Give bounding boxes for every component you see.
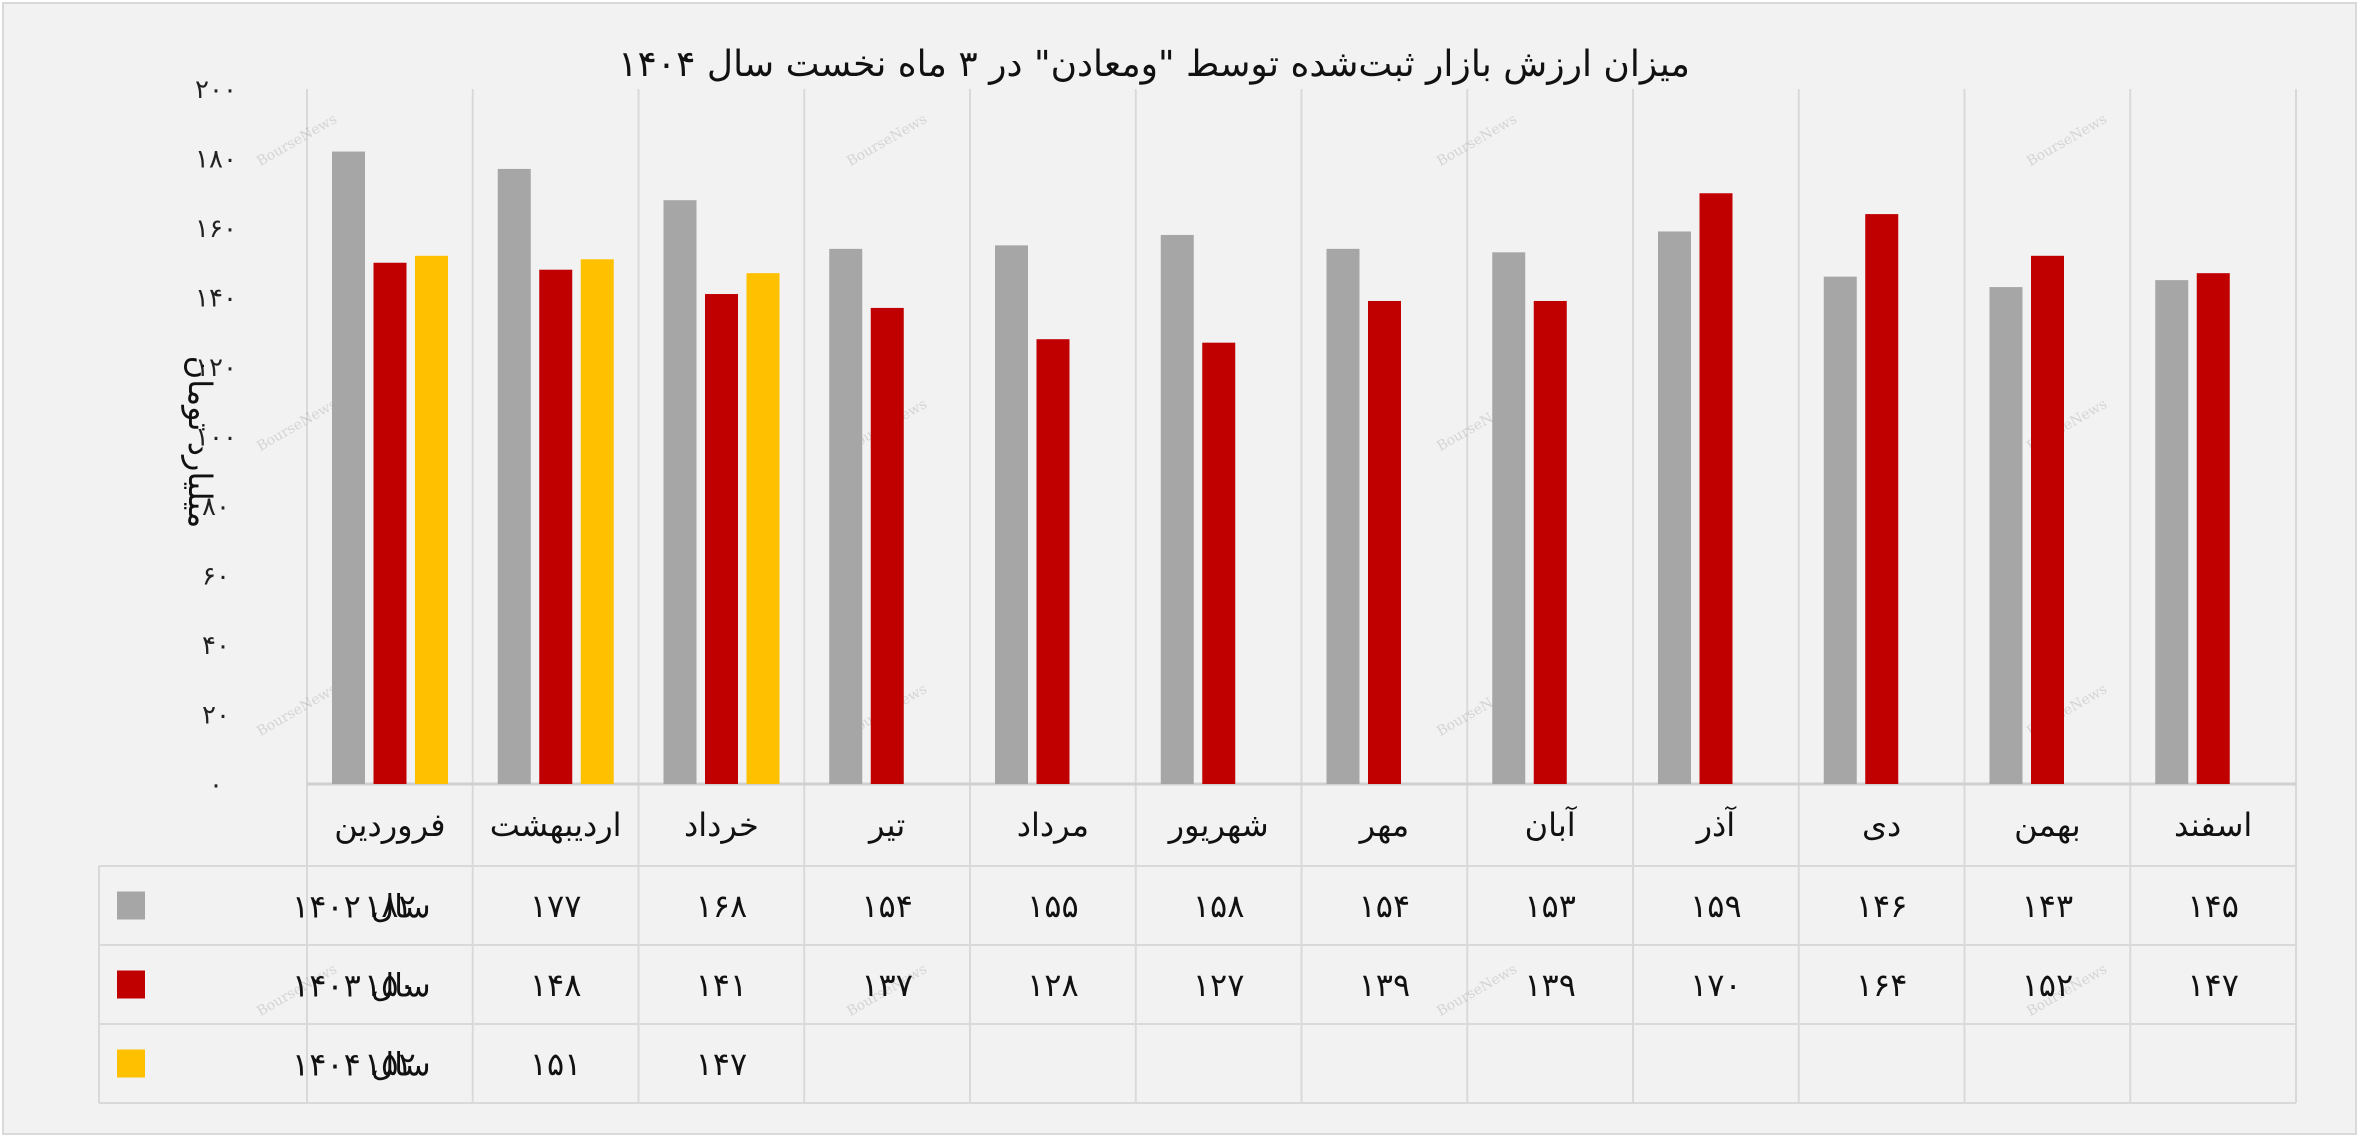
table-cell-value: ۱۵۸ [1193,887,1245,925]
table-cell-value: ۱۴۱ [696,966,748,1004]
y-tick-label: ۱۰۰ [195,423,237,453]
y-axis: ۰ ۲۰ ۴۰ ۶۰ ۸۰ ۱۰۰ ۱۲۰ ۱۴۰ ۱۶۰ ۱۸۰ ۲۰۰ [195,75,237,800]
legend-label: سال ۱۴۰۴ [292,1046,431,1084]
table-cell-value: ۱۵۲ [2022,966,2074,1004]
table-cell-value: ۱۶۸ [696,887,748,925]
bar-series-1-3 [663,200,697,784]
table-cell-value: ۱۵۴ [1359,887,1411,925]
bar-series-2-2 [539,269,573,784]
x-category-label: فروردین [334,806,445,844]
x-category-label: تیر [867,806,905,844]
bar-series-2-11 [2031,255,2064,785]
bar-series-1-4 [829,248,863,785]
bar-series-2-4 [870,307,904,784]
watermark: BourseNews [254,396,340,455]
table-cell-value: ۱۵۵ [1027,887,1079,925]
y-tick-label: ۶۰ [202,562,230,592]
watermark: BourseNews [2024,111,2110,170]
table-cell-value: ۱۶۴ [1856,966,1908,1004]
table-cell-value: ۱۴۸ [530,966,582,1004]
bar-series-2-6 [1202,342,1236,784]
watermark: BourseNews [1434,111,1520,170]
table-cell-value: ۱۴۷ [696,1045,748,1083]
data-table: فروردین ۱۸۲ ۱۵۰ ۱۵۲ اردیبهشت ۱۷۷ ۱۴۸ ۱۵۱ خرداد ۱۶… [117,805,2252,1084]
table-cell-value: ۱۲۷ [1193,966,1245,1004]
legend-label: سال ۱۴۰۳ [292,967,431,1005]
table-cell-value: ۱۳۹ [1524,966,1576,1004]
table-cell-value: ۱۴۶ [1856,887,1908,925]
x-category-label: شهریور [1167,806,1269,844]
bar-series-2-3 [705,294,738,784]
bar-series-2-10 [1865,214,1899,785]
table-cell-value: ۱۳۹ [1359,966,1411,1004]
y-axis-label: میلیارد تومان [181,356,219,529]
y-tick-label: ۲۰۰ [195,75,237,105]
legend-swatch [117,970,145,999]
bar-series-1-1 [332,151,365,785]
watermark: BourseNews [844,111,930,170]
gridlines [98,89,2297,1104]
table-cell-value: ۱۵۴ [861,887,913,925]
y-tick-label: ۴۰ [202,631,230,661]
bar-series-2-1 [373,262,407,784]
y-tick-label: ۱۸۰ [195,145,237,175]
bar-series-3-1 [415,255,448,785]
bar-series-1-11 [1989,287,2023,784]
table-cell-value: ۱۸۲ [364,887,416,925]
x-category-label: اردیبهشت [490,806,622,844]
watermark: BourseNews [254,681,340,740]
bar-series-2-8 [1533,300,1567,784]
table-cell-value: ۱۴۵ [2187,887,2239,925]
y-tick-label: ۱۶۰ [195,214,237,244]
bar-series-1-6 [1160,234,1194,784]
bar-chart: BourseNews BourseNews BourseNews BourseNews… [98,44,2297,1104]
table-cell-value: ۱۷۰ [1690,966,1742,1004]
x-category-label: آبان [1525,805,1578,844]
table-cell-value: ۱۴۳ [2022,887,2074,925]
table-cell-value: ۱۵۰ [364,966,416,1004]
bar-series-1-7 [1326,248,1360,785]
table-cell-value: ۱۳۷ [861,966,913,1004]
x-category-label: دی [1862,806,1901,844]
bar-series-1-9 [1658,231,1691,785]
y-tick-label: ۰ [209,770,223,800]
bars [332,151,2230,785]
bar-series-2-7 [1368,300,1401,784]
x-category-label: خرداد [684,806,759,844]
x-category-label: مهر [1358,806,1410,844]
legend-swatch [117,891,145,920]
bar-series-1-2 [497,168,531,785]
table-cell-value: ۱۴۷ [2187,966,2239,1004]
bar-series-3-3 [746,273,780,784]
table-cell-value: ۱۷۷ [530,887,582,925]
chart-title: میزان ارزش بازار ثبت‌شده توسط "ومعادن" د… [618,44,1690,85]
bar-series-2-12 [2196,273,2230,784]
y-tick-label: ۸۰ [202,492,230,522]
watermark: BourseNews [1434,961,1520,1020]
table-cell-value: ۱۵۲ [364,1045,416,1083]
table-cell-value: ۱۲۸ [1027,966,1079,1004]
watermark: BourseNews [254,111,340,170]
bar-series-2-9 [1699,193,1733,784]
x-category-label: اسفند [2174,806,2252,844]
y-tick-label: ۱۴۰ [195,284,237,314]
table-cell-value: ۱۵۱ [530,1045,582,1083]
table-cell-value: ۱۵۹ [1690,887,1742,925]
bar-series-1-12 [2155,280,2189,784]
x-category-label: بهمن [2014,806,2081,844]
bar-series-2-5 [1036,339,1070,784]
bar-series-1-8 [1492,252,1526,784]
bar-series-1-5 [995,245,1028,784]
x-category-label: آذر [1695,805,1738,844]
legend-swatch [117,1049,145,1078]
table-cell-value: ۱۵۳ [1524,887,1576,925]
bar-series-3-2 [580,259,614,784]
x-category-label: مرداد [1017,806,1089,844]
y-tick-label: ۲۰ [202,701,230,731]
bar-series-1-10 [1823,276,1857,784]
legend-label: سال ۱۴۰۲ [292,888,431,926]
y-tick-label: ۱۲۰ [195,353,237,383]
